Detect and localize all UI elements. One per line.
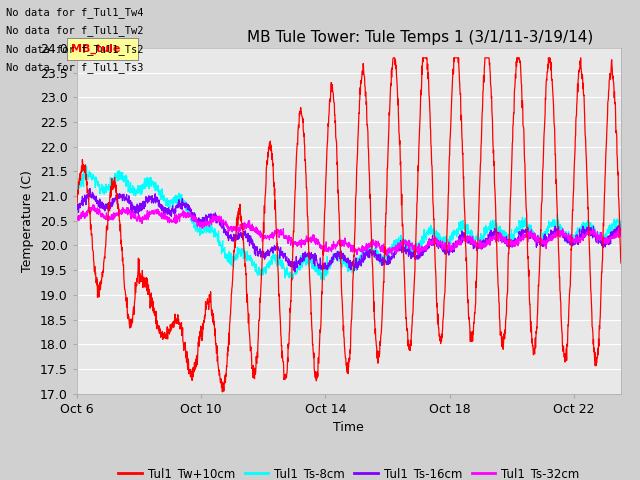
- Text: MB Tule Tower: Tule Temps 1 (3/1/11-3/19/14): MB Tule Tower: Tule Temps 1 (3/1/11-3/19…: [247, 30, 593, 46]
- Text: No data for f_Tul1_Ts3: No data for f_Tul1_Ts3: [6, 62, 144, 73]
- Text: MB_tule: MB_tule: [70, 44, 120, 54]
- X-axis label: Time: Time: [333, 421, 364, 434]
- Legend: Tul1_Tw+10cm, Tul1_Ts-8cm, Tul1_Ts-16cm, Tul1_Ts-32cm: Tul1_Tw+10cm, Tul1_Ts-8cm, Tul1_Ts-16cm,…: [113, 462, 584, 480]
- Text: No data for f_Tul1_Tw4: No data for f_Tul1_Tw4: [6, 7, 144, 18]
- Y-axis label: Temperature (C): Temperature (C): [21, 170, 35, 272]
- Text: No data for f_Tul1_Ts2: No data for f_Tul1_Ts2: [6, 44, 144, 55]
- Text: No data for f_Tul1_Tw2: No data for f_Tul1_Tw2: [6, 25, 144, 36]
